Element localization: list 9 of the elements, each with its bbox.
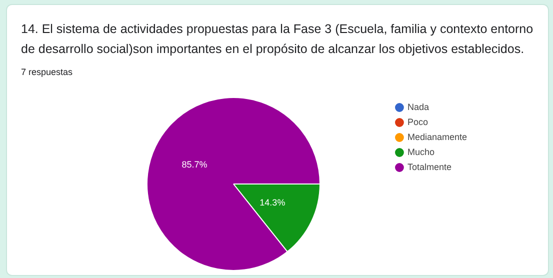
data-label: 85.7%: [182, 160, 208, 170]
chart-title: 14. El sistema de actividades propuestas para la Fase 3 (Escuela, familia y contexto entorno de desarrollo social)son importantes en el propósito de alcanzar los objetivos establecidos.: [21, 21, 534, 58]
data-label: 14.3%: [260, 197, 286, 208]
text: 7 respuestas: [21, 67, 73, 77]
legend-label: Poco: [407, 116, 428, 127]
legend-label: Mucho: [407, 146, 434, 157]
legend-label: Totalmente: [407, 162, 452, 172]
legend-label: Nada: [407, 102, 429, 112]
legend-label: Medianamente: [407, 132, 468, 142]
